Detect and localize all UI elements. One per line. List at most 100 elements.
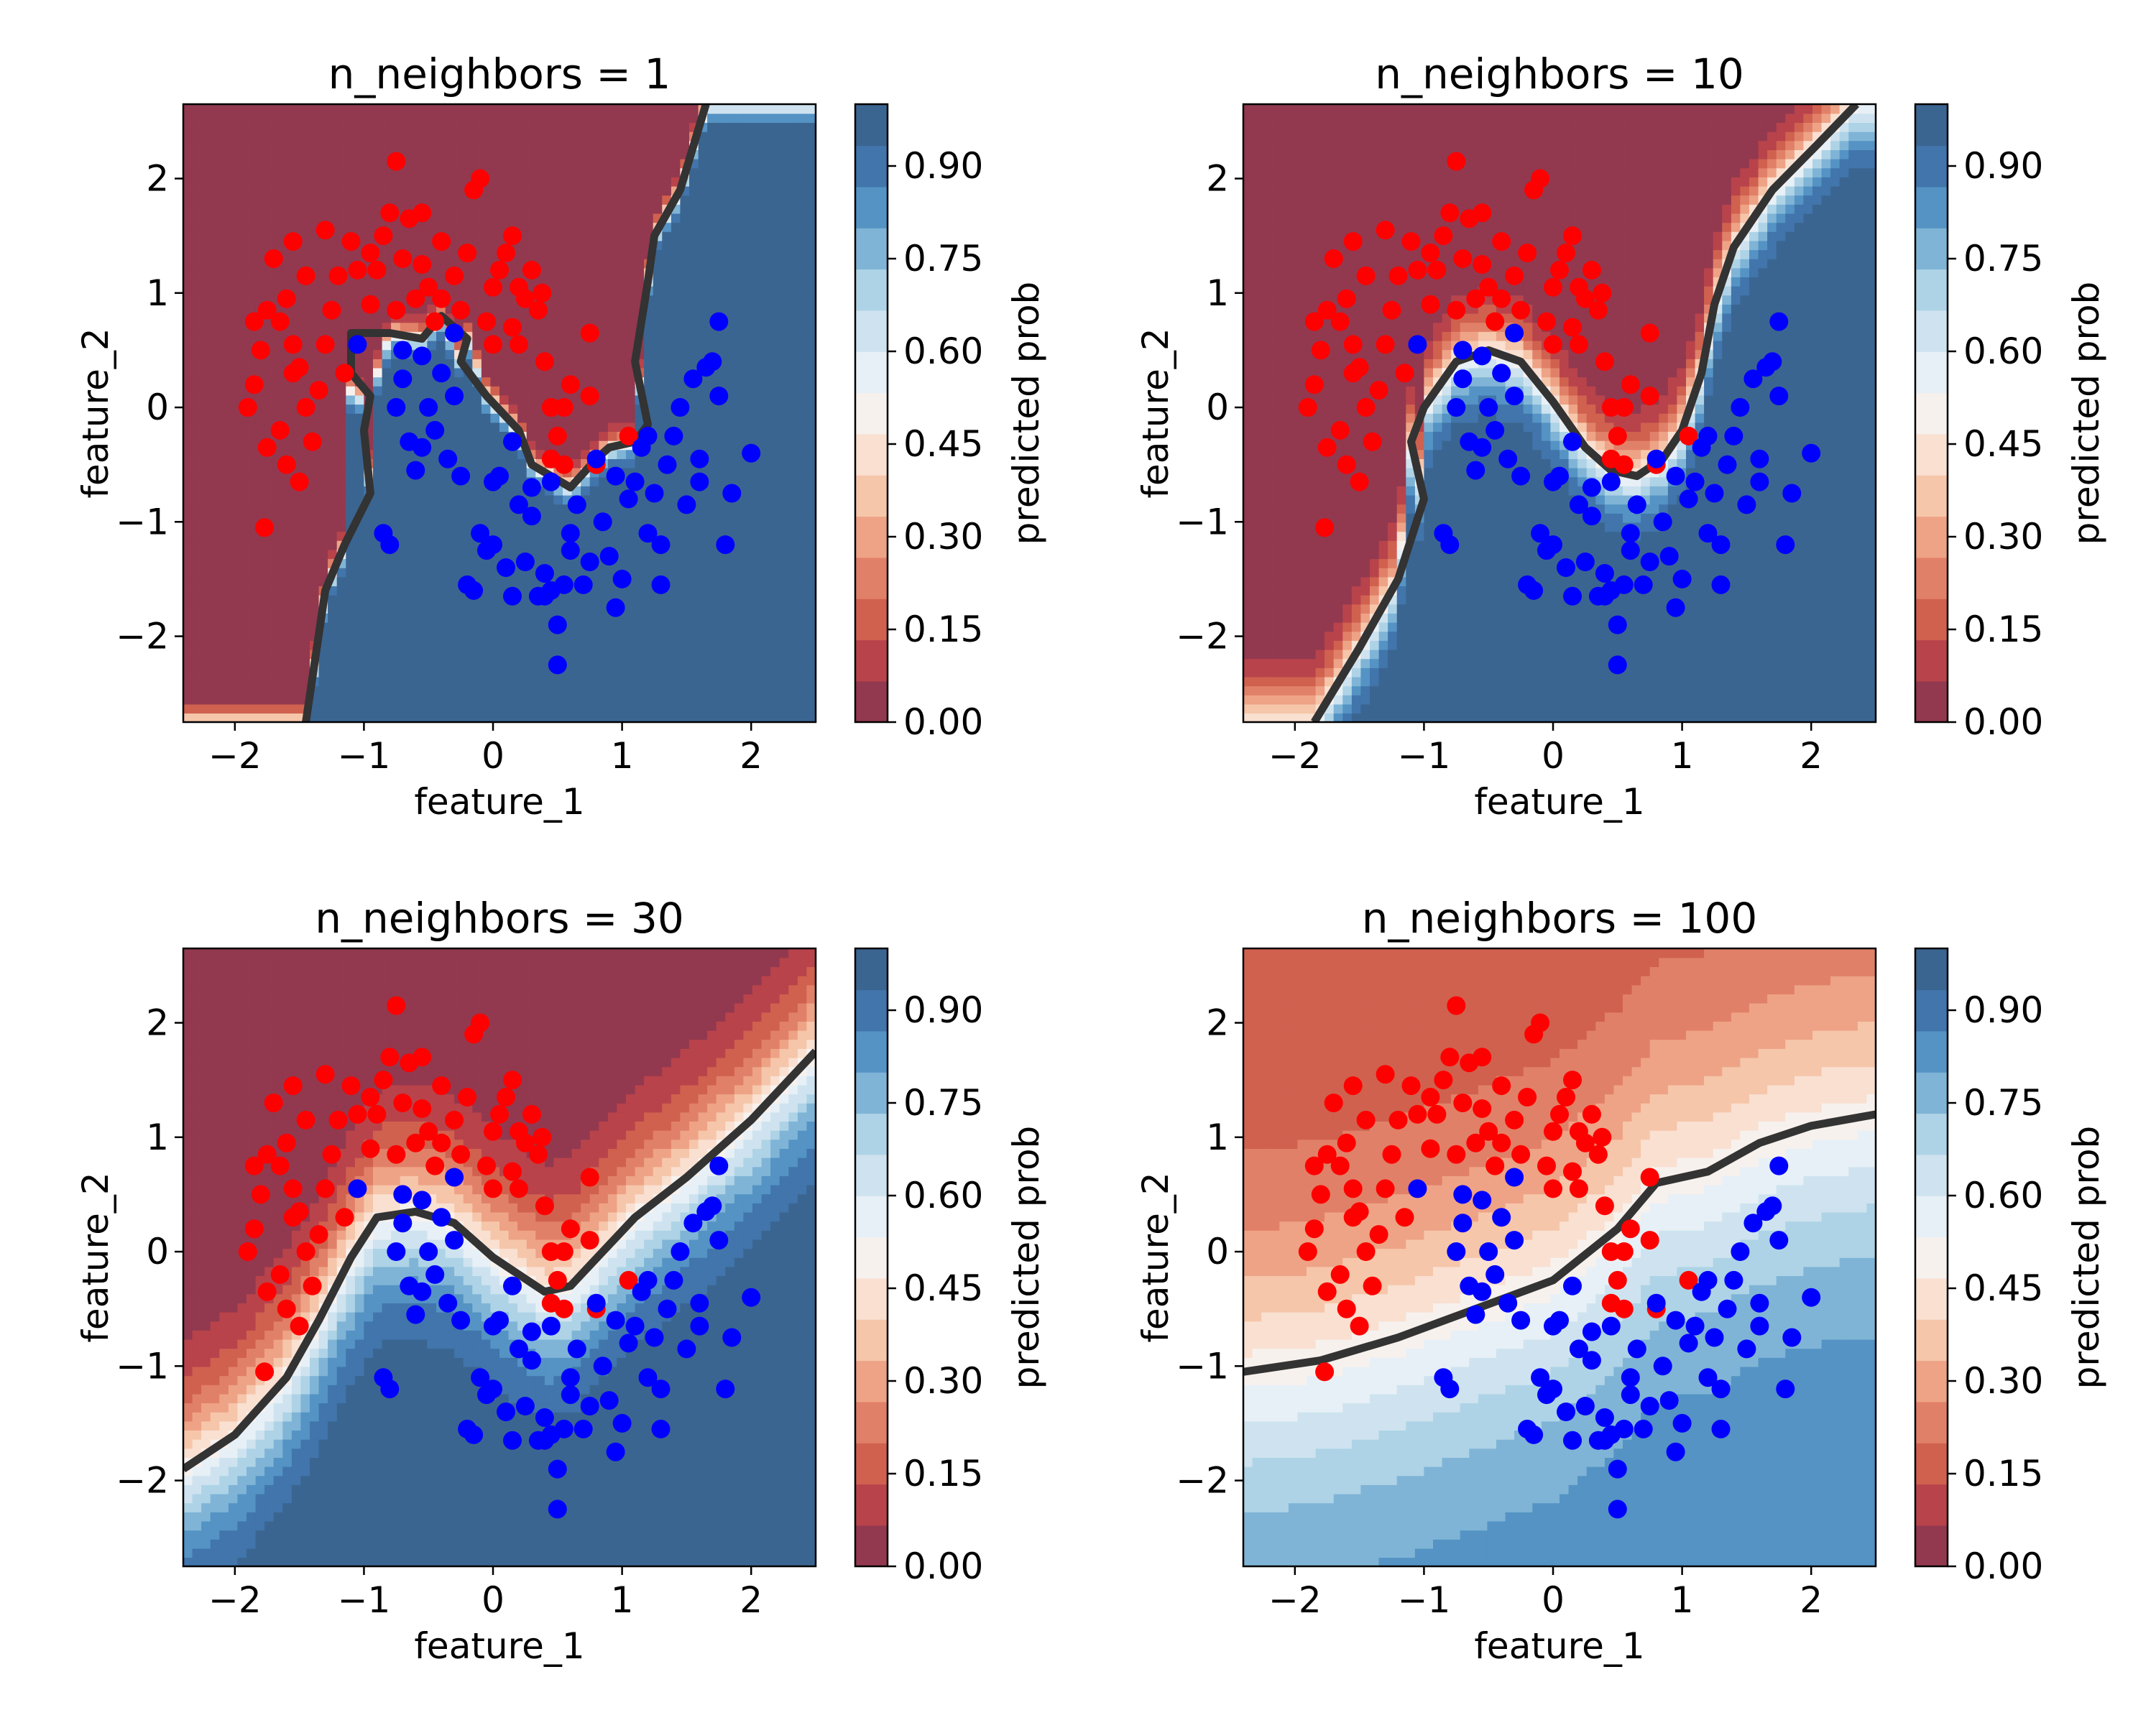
- y-tick-label: 0: [1206, 1231, 1229, 1272]
- point-class-0: [581, 1168, 599, 1187]
- point-class-0: [1363, 433, 1382, 451]
- point-class-0: [342, 1076, 361, 1095]
- point-class-0: [367, 261, 386, 279]
- point-class-0: [1357, 1242, 1376, 1261]
- point-class-0: [548, 1271, 567, 1290]
- point-class-1: [535, 1408, 554, 1427]
- point-class-1: [607, 467, 625, 486]
- point-class-1: [742, 444, 760, 463]
- point-class-0: [1344, 1076, 1363, 1095]
- point-class-0: [1344, 335, 1363, 354]
- point-class-0: [1485, 1157, 1504, 1175]
- y-tick-label: −2: [116, 1460, 169, 1502]
- point-class-0: [1511, 301, 1530, 320]
- point-class-1: [561, 1368, 580, 1387]
- point-class-0: [1615, 1242, 1634, 1261]
- point-class-0: [1350, 473, 1369, 491]
- point-class-1: [1563, 1431, 1582, 1450]
- point-class-0: [1544, 1179, 1562, 1198]
- point-class-0: [561, 375, 580, 394]
- x-tick-label: −2: [208, 1579, 262, 1621]
- y-tick-label: 0: [146, 387, 169, 428]
- point-class-1: [561, 524, 580, 542]
- point-class-0: [316, 1065, 335, 1084]
- point-class-1: [1776, 535, 1795, 554]
- colorbar-label: predicted prob: [2065, 282, 2107, 545]
- point-class-1: [1492, 1208, 1511, 1226]
- point-class-1: [1511, 1311, 1530, 1330]
- colorbar-tick-label: 0.90: [1963, 989, 2043, 1031]
- x-tick-label: −2: [1268, 1579, 1322, 1621]
- point-class-1: [1763, 352, 1782, 371]
- point-class-0: [548, 427, 567, 445]
- point-class-0: [1531, 1014, 1549, 1032]
- point-class-0: [1408, 1105, 1427, 1124]
- point-class-1: [1576, 553, 1595, 571]
- point-class-1: [703, 352, 722, 371]
- point-class-1: [561, 541, 580, 560]
- point-class-1: [619, 489, 638, 508]
- point-class-0: [458, 244, 476, 262]
- colorbar-tick-label: 0.90: [903, 989, 983, 1031]
- colorbar-tick-label: 0.45: [903, 423, 983, 465]
- point-class-0: [1492, 1134, 1511, 1152]
- point-class-1: [1769, 1231, 1788, 1249]
- point-class-1: [1634, 576, 1653, 594]
- point-class-0: [1376, 1179, 1395, 1198]
- point-class-0: [1427, 261, 1446, 279]
- point-class-1: [1557, 1403, 1575, 1421]
- colorbar-tick-label: 0.00: [1963, 1546, 2043, 1587]
- point-class-0: [484, 1179, 502, 1198]
- point-class-1: [1667, 1311, 1685, 1330]
- point-class-0: [1376, 221, 1395, 239]
- point-class-1: [1615, 576, 1634, 594]
- point-class-0: [303, 1277, 322, 1295]
- point-class-1: [548, 655, 567, 674]
- colorbar-tick-label: 0.15: [903, 1453, 983, 1494]
- point-class-0: [348, 1105, 367, 1124]
- point-class-1: [432, 1208, 451, 1226]
- point-class-0: [1570, 1179, 1588, 1198]
- point-class-0: [432, 1076, 451, 1095]
- point-class-1: [1712, 576, 1731, 594]
- point-class-0: [1492, 1076, 1511, 1095]
- point-class-1: [626, 473, 645, 491]
- y-tick-label: 2: [146, 1002, 169, 1044]
- point-class-0: [361, 244, 379, 262]
- point-class-0: [1370, 381, 1388, 399]
- point-class-0: [329, 267, 348, 285]
- point-class-0: [1557, 244, 1575, 262]
- point-class-0: [284, 1208, 303, 1226]
- point-class-1: [1673, 1414, 1692, 1433]
- x-tick-label: 0: [482, 735, 505, 777]
- point-class-1: [1608, 1500, 1627, 1518]
- point-class-0: [303, 433, 322, 451]
- point-class-0: [503, 1163, 522, 1181]
- point-class-1: [1802, 1288, 1820, 1307]
- point-class-0: [271, 1265, 290, 1284]
- point-class-1: [1544, 473, 1562, 491]
- point-class-1: [1686, 473, 1705, 491]
- point-class-1: [425, 1265, 444, 1284]
- point-class-1: [716, 1380, 734, 1398]
- point-class-0: [1440, 203, 1459, 222]
- point-class-1: [535, 1431, 554, 1450]
- point-class-1: [690, 1317, 709, 1336]
- point-class-0: [484, 335, 502, 354]
- point-class-0: [380, 203, 399, 222]
- subplot-title: n_neighbors = 30: [315, 894, 684, 943]
- point-class-1: [503, 433, 522, 451]
- colorbar-tick-label: 0.90: [1963, 145, 2043, 187]
- point-class-0: [1350, 1317, 1369, 1336]
- point-class-1: [542, 1317, 561, 1336]
- point-class-0: [533, 284, 551, 302]
- colorbar-label: predicted prob: [1005, 1126, 1047, 1390]
- point-class-1: [1498, 450, 1517, 468]
- point-class-1: [1479, 1242, 1498, 1261]
- point-class-1: [548, 1460, 567, 1479]
- point-class-1: [690, 450, 709, 468]
- point-class-1: [1602, 1317, 1621, 1336]
- colorbar-tick-label: 0.30: [1963, 1360, 2043, 1402]
